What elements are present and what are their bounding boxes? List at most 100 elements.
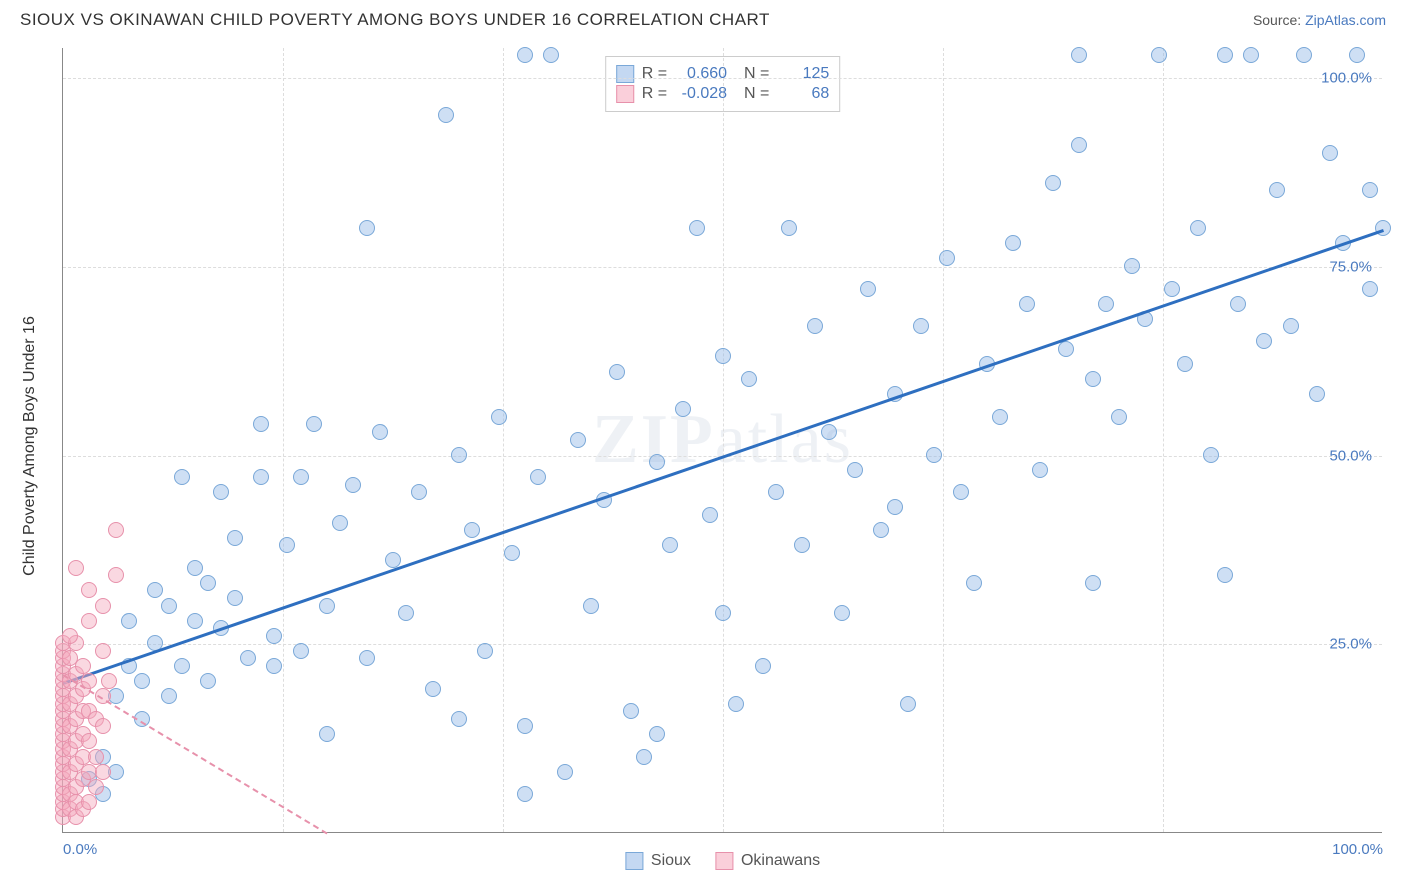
data-point [1085,575,1101,591]
data-point [755,658,771,674]
data-point [1111,409,1127,425]
data-point [583,598,599,614]
data-point [649,454,665,470]
data-point [1322,145,1338,161]
data-point [1098,296,1114,312]
data-point [68,560,84,576]
data-point [543,47,559,63]
data-point [1283,318,1299,334]
data-point [253,469,269,485]
data-point [1085,371,1101,387]
data-point [557,764,573,780]
data-point [504,545,520,561]
r-value-sioux: 0.660 [675,65,727,83]
data-point [174,658,190,674]
data-point [1203,447,1219,463]
data-point [1362,182,1378,198]
data-point [1309,386,1325,402]
data-point [464,522,480,538]
data-point [319,598,335,614]
y-tick-label: 25.0% [1329,636,1372,653]
data-point [794,537,810,553]
data-point [1019,296,1035,312]
data-point [279,537,295,553]
data-point [1190,220,1206,236]
data-point [95,764,111,780]
data-point [88,779,104,795]
data-point [398,605,414,621]
data-point [715,605,731,621]
source-link[interactable]: ZipAtlas.com [1305,12,1386,28]
data-point [62,628,78,644]
data-point [253,416,269,432]
data-point [1296,47,1312,63]
data-point [438,107,454,123]
data-point [293,643,309,659]
data-point [900,696,916,712]
swatch-blue-icon [616,65,634,83]
data-point [81,733,97,749]
data-point [1032,462,1048,478]
data-point [517,786,533,802]
data-point [266,628,282,644]
data-point [1269,182,1285,198]
data-point [1124,258,1140,274]
data-point [213,484,229,500]
legend-series: Sioux Okinawans [625,852,820,870]
data-point [306,416,322,432]
data-point [517,47,533,63]
data-point [860,281,876,297]
data-point [81,582,97,598]
data-point [821,424,837,440]
data-point [411,484,427,500]
data-point [372,424,388,440]
data-point [240,650,256,666]
data-point [834,605,850,621]
data-point [1230,296,1246,312]
data-point [887,499,903,515]
data-point [81,613,97,629]
data-point [609,364,625,380]
x-tick-label: 100.0% [1332,841,1383,858]
data-point [741,371,757,387]
data-point [134,673,150,689]
legend-item-okinawans: Okinawans [715,852,820,870]
data-point [200,575,216,591]
data-point [108,522,124,538]
data-point [781,220,797,236]
data-point [1217,47,1233,63]
data-point [345,477,361,493]
data-point [451,447,467,463]
source-label: Source: ZipAtlas.com [1253,12,1386,28]
data-point [200,673,216,689]
data-point [1151,47,1167,63]
data-point [847,462,863,478]
y-tick-label: 50.0% [1329,447,1372,464]
data-point [768,484,784,500]
data-point [953,484,969,500]
data-point [95,643,111,659]
data-point [570,432,586,448]
data-point [1058,341,1074,357]
chart-title: SIOUX VS OKINAWAN CHILD POVERTY AMONG BO… [20,10,770,30]
data-point [227,530,243,546]
data-point [491,409,507,425]
data-point [1349,47,1365,63]
gridline-v [1163,48,1164,832]
chart-header: SIOUX VS OKINAWAN CHILD POVERTY AMONG BO… [0,0,1406,35]
data-point [81,794,97,810]
gridline-v [723,48,724,832]
swatch-blue-icon [625,852,643,870]
data-point [161,688,177,704]
swatch-pink-icon [715,852,733,870]
data-point [636,749,652,765]
data-point [319,726,335,742]
data-point [88,749,104,765]
data-point [715,348,731,364]
chart-container: ZIPatlas R = 0.660 N = 125 R = -0.028 N … [62,48,1382,833]
x-tick-label: 0.0% [63,841,97,858]
data-point [161,598,177,614]
data-point [649,726,665,742]
data-point [1362,281,1378,297]
data-point [1071,47,1087,63]
